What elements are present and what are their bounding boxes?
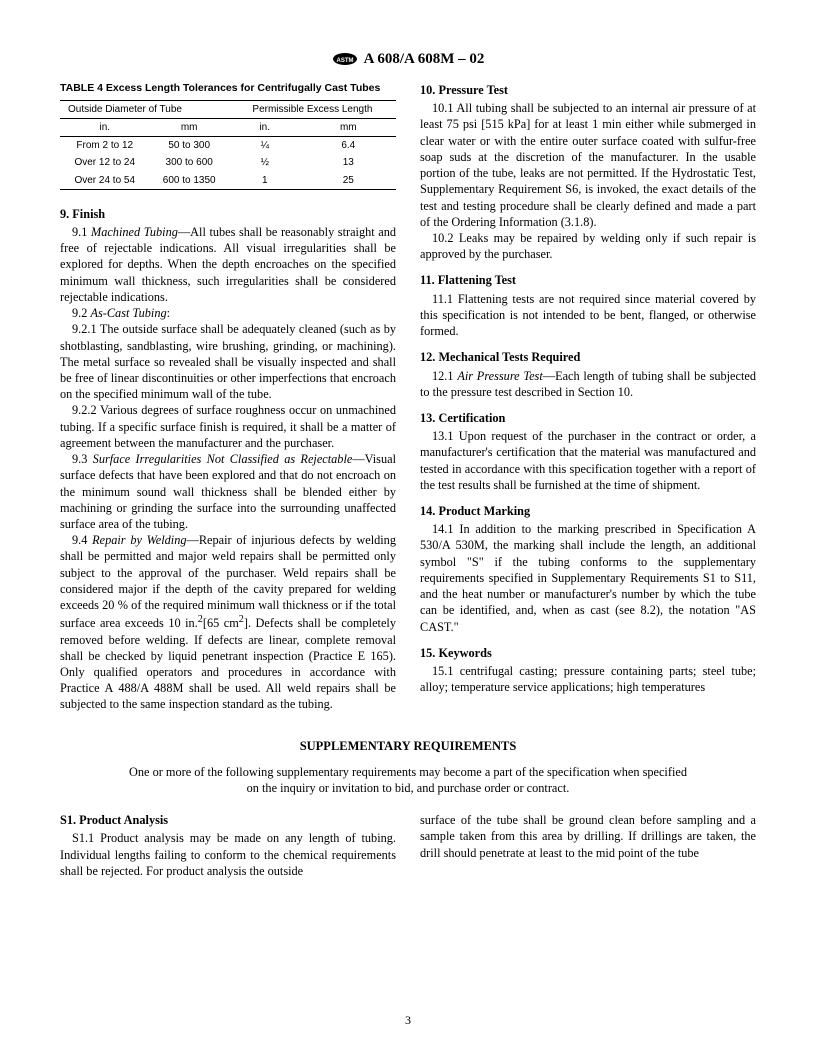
- sec-12-title: 12. Mechanical Tests Required: [420, 349, 756, 365]
- supplementary-columns: S1. Product Analysis S1.1 Product analys…: [60, 812, 756, 879]
- para-10-2: 10.2 Leaks may be repaired by welding on…: [420, 230, 756, 262]
- para-14-1: 14.1 In addition to the marking prescrib…: [420, 521, 756, 635]
- para-9-2: 9.2 As-Cast Tubing:: [60, 305, 396, 321]
- t4-r1c1: 300 to 600: [150, 154, 229, 171]
- designation-text: A 608/A 608M – 02: [364, 51, 485, 68]
- para-11-1: 11.1 Flattening tests are not required s…: [420, 291, 756, 340]
- sec-14-title: 14. Product Marking: [420, 503, 756, 519]
- table-4-title: TABLE 4 Excess Length Tolerances for Cen…: [60, 82, 396, 96]
- t4-r0c2: ¼: [229, 137, 301, 155]
- t4-r2c2: 1: [229, 172, 301, 190]
- para-9-2-1: 9.2.1 The outside surface shall be adequ…: [60, 321, 396, 402]
- t4-group-excess: Permissible Excess Length: [229, 100, 396, 118]
- para-9-3: 9.3 Surface Irregularities Not Classifie…: [60, 451, 396, 532]
- t4-r0c0: From 2 to 12: [60, 137, 150, 155]
- sec-9-title: 9. Finish: [60, 206, 396, 222]
- table-4: TABLE 4 Excess Length Tolerances for Cen…: [60, 82, 396, 190]
- svg-text:ASTM: ASTM: [336, 58, 353, 64]
- page-number: 3: [0, 1013, 816, 1028]
- sec-10-title: 10. Pressure Test: [420, 82, 756, 98]
- t4-group-od: Outside Diameter of Tube: [60, 100, 229, 118]
- astm-logo-icon: ASTM: [332, 50, 358, 68]
- para-9-2-2: 9.2.2 Various degrees of surface roughne…: [60, 402, 396, 451]
- main-columns: TABLE 4 Excess Length Tolerances for Cen…: [60, 82, 756, 713]
- sec-s1-title: S1. Product Analysis: [60, 812, 396, 828]
- supplementary-heading: SUPPLEMENTARY REQUIREMENTS: [60, 739, 756, 754]
- page-header: ASTM A 608/A 608M – 02: [60, 50, 756, 68]
- para-9-4: 9.4 Repair by Welding—Repair of injuriou…: [60, 532, 396, 713]
- t4-h-mm2: mm: [301, 119, 396, 137]
- para-12-1: 12.1 Air Pressure Test—Each length of tu…: [420, 368, 756, 400]
- t4-h-in2: in.: [229, 119, 301, 137]
- para-10-1: 10.1 All tubing shall be subjected to an…: [420, 100, 756, 230]
- t4-h-in1: in.: [60, 119, 150, 137]
- sec-11-title: 11. Flattening Test: [420, 272, 756, 288]
- para-15-1: 15.1 centrifugal casting; pressure conta…: [420, 663, 756, 695]
- t4-r2c3: 25: [301, 172, 396, 190]
- para-s1-1a: S1.1 Product analysis may be made on any…: [60, 830, 396, 879]
- t4-r1c2: ½: [229, 154, 301, 171]
- para-s1-1b: surface of the tube shall be ground clea…: [420, 812, 756, 861]
- t4-r2c1: 600 to 1350: [150, 172, 229, 190]
- para-9-1: 9.1 Machined Tubing—All tubes shall be r…: [60, 224, 396, 305]
- sec-15-title: 15. Keywords: [420, 645, 756, 661]
- supplementary-intro: One or more of the following supplementa…: [123, 764, 694, 796]
- t4-r0c3: 6.4: [301, 137, 396, 155]
- sec-13-title: 13. Certification: [420, 410, 756, 426]
- t4-r1c0: Over 12 to 24: [60, 154, 150, 171]
- t4-r0c1: 50 to 300: [150, 137, 229, 155]
- t4-r1c3: 13: [301, 154, 396, 171]
- t4-h-mm1: mm: [150, 119, 229, 137]
- t4-r2c0: Over 24 to 54: [60, 172, 150, 190]
- para-13-1: 13.1 Upon request of the purchaser in th…: [420, 428, 756, 493]
